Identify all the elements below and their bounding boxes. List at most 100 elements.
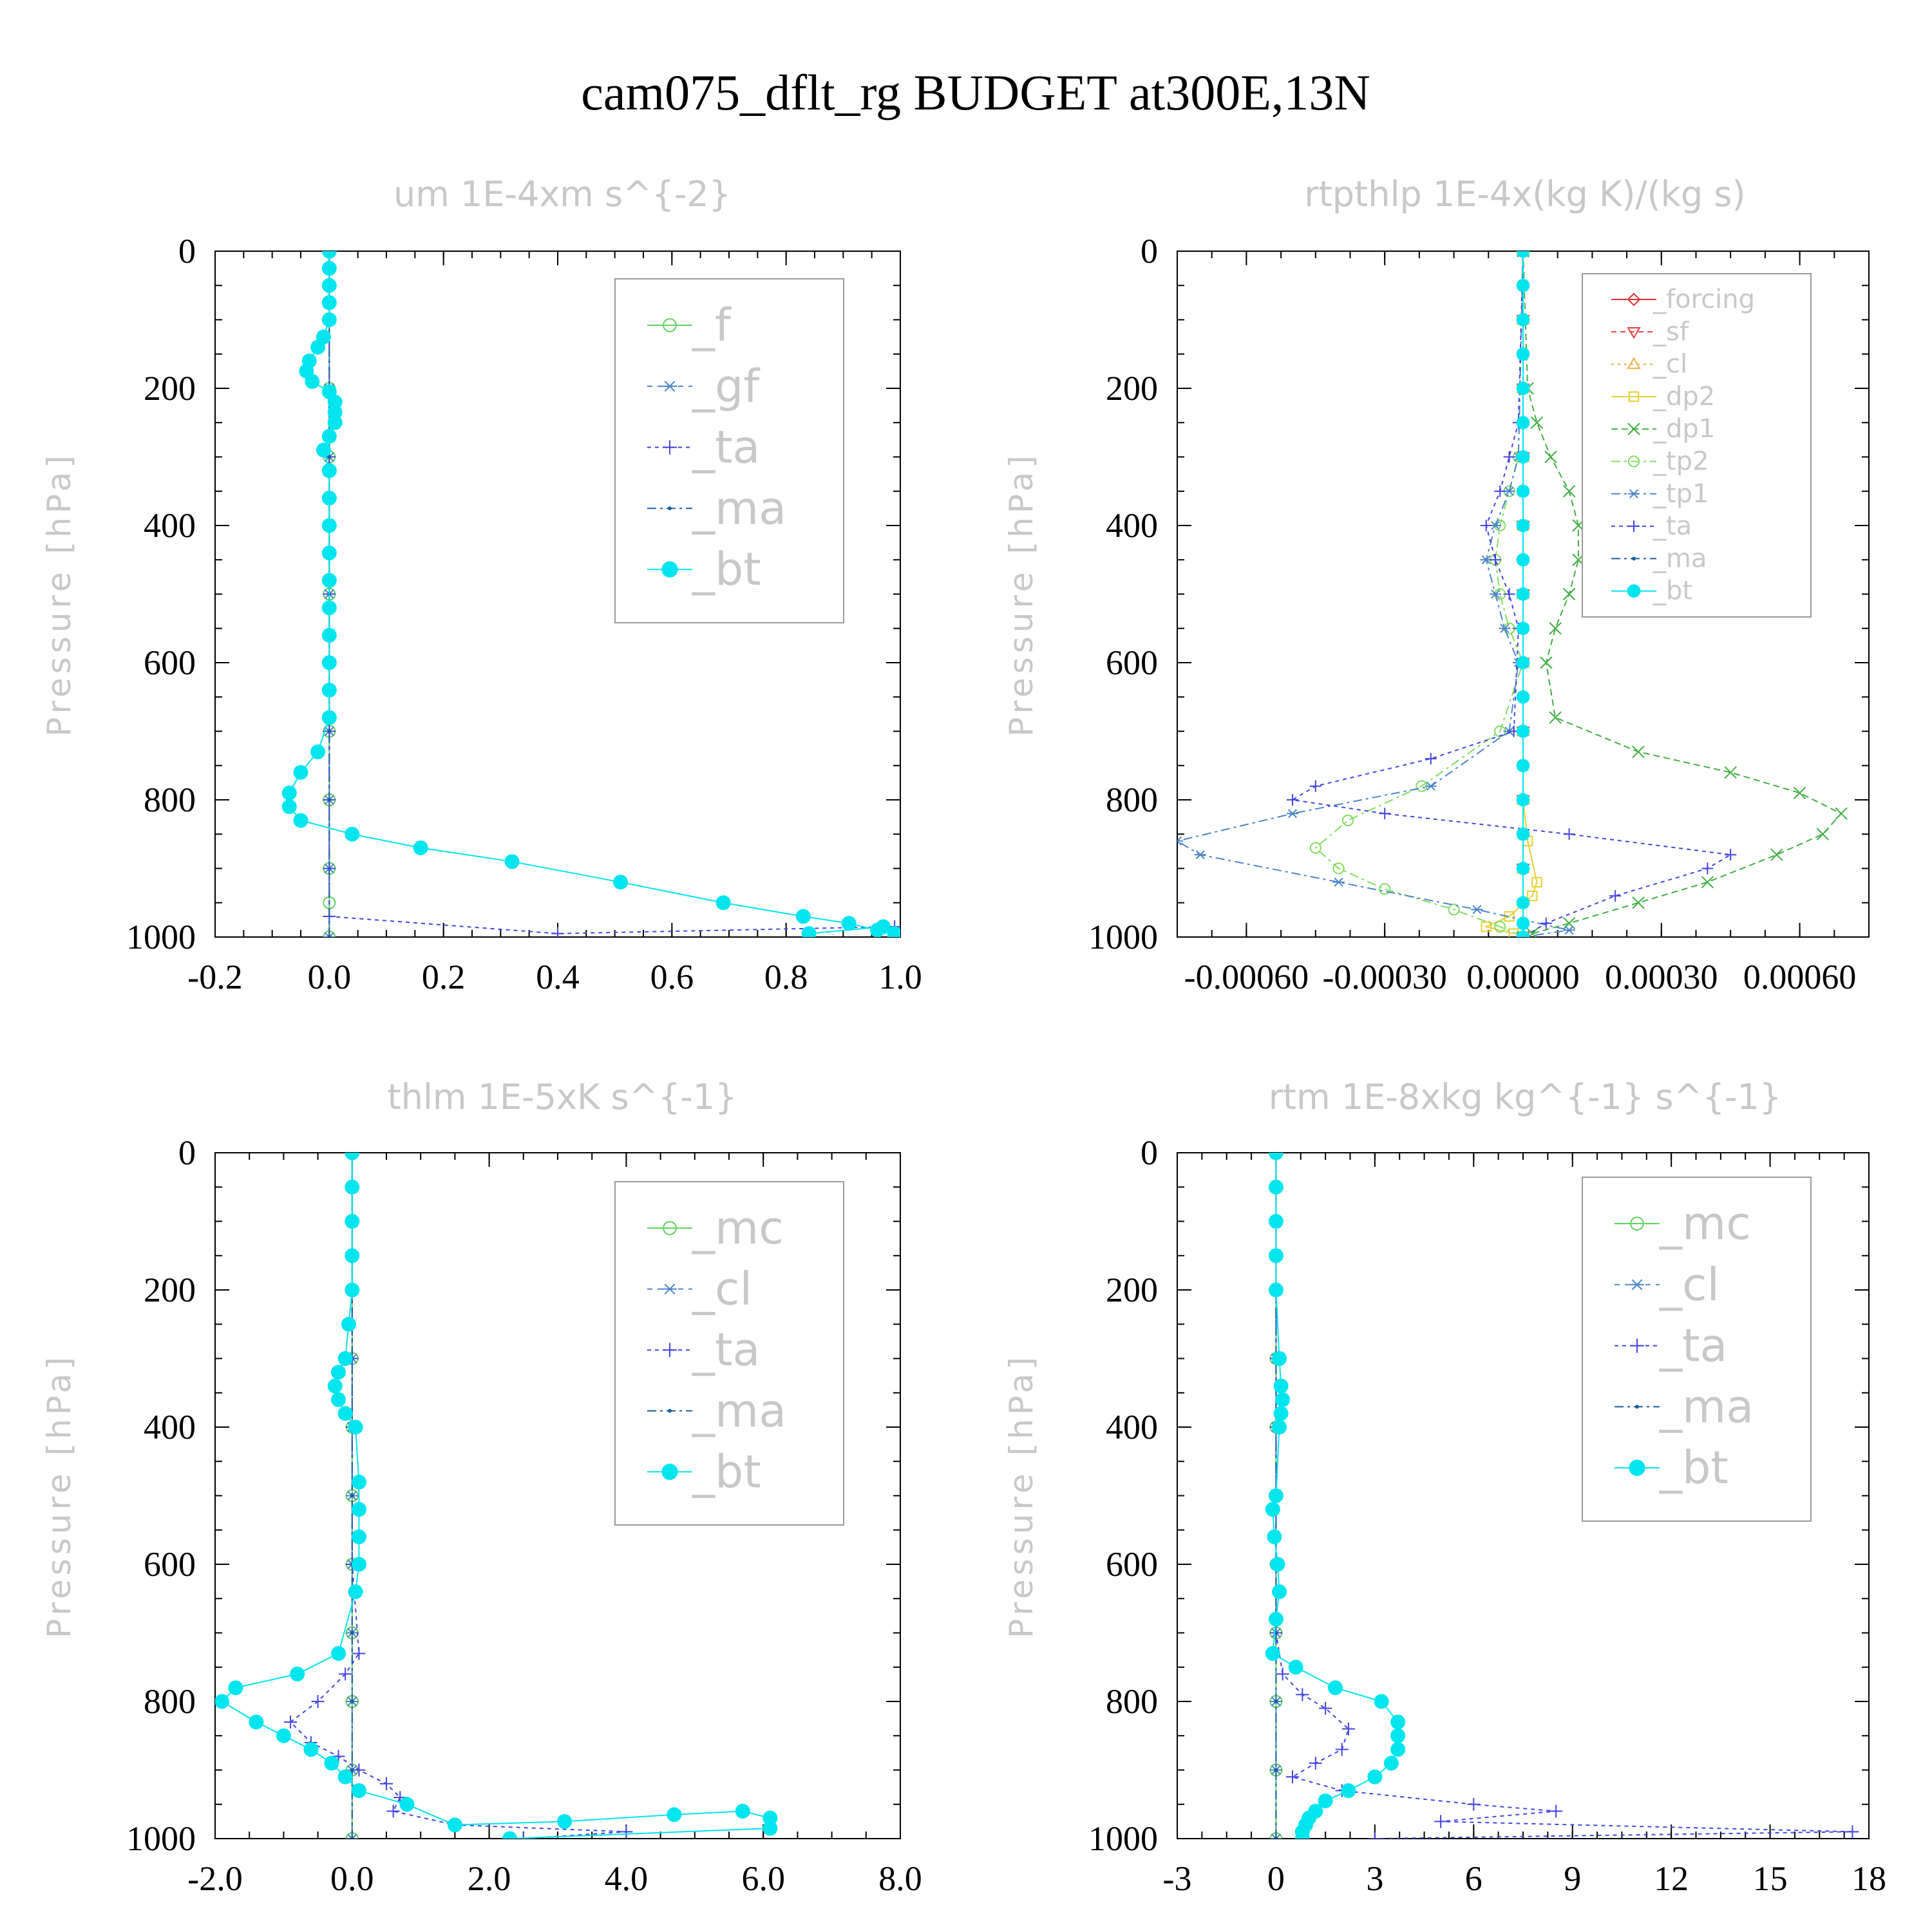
series-bt bbox=[215, 1153, 778, 1839]
legend-marker-point bbox=[1627, 357, 1641, 369]
legend-item-sf: _sf bbox=[1611, 317, 1689, 346]
legend-label: _ma bbox=[1659, 1380, 1754, 1433]
series-ta bbox=[284, 1153, 633, 1839]
series-ta-point bbox=[311, 1695, 325, 1708]
series-tp1-point bbox=[1425, 781, 1437, 791]
x-tick-label: 12 bbox=[1654, 1859, 1689, 1898]
legend-marker-point bbox=[1628, 489, 1640, 498]
series-bt-point bbox=[1265, 1645, 1280, 1661]
panel-rtpthlp: rtpthlp 1E-4x(kg K)/(kg s) Pressure [hPa… bbox=[1003, 174, 1870, 996]
series-ma-point bbox=[350, 1493, 354, 1498]
legend: _forcing _sf _cl _dp2_dp1_tp2_tp1_ta _ma _bt bbox=[1582, 273, 1812, 618]
series-ma-point bbox=[350, 1837, 354, 1839]
series-bt-point bbox=[345, 1282, 360, 1298]
series-ta-point bbox=[1609, 890, 1622, 902]
legend-item-cl: _cl bbox=[1615, 1258, 1719, 1311]
series-bt-point bbox=[557, 1814, 573, 1829]
series-bt-point bbox=[321, 545, 337, 561]
legend-item-ta: _ta bbox=[647, 421, 760, 474]
series-ma-point bbox=[1274, 1700, 1278, 1703]
series-bt-point bbox=[1516, 930, 1530, 937]
series-bt-point bbox=[1268, 1488, 1283, 1503]
y-tick-label: 800 bbox=[144, 1682, 196, 1721]
series-bt-point bbox=[321, 261, 337, 276]
y-tick-label: 800 bbox=[144, 781, 196, 819]
series-bt-point bbox=[321, 710, 337, 725]
series-bt-point bbox=[327, 415, 343, 430]
y-tick-label: 600 bbox=[1106, 643, 1158, 682]
series-dp1-point bbox=[1540, 656, 1553, 669]
series-ma-point bbox=[1274, 1837, 1278, 1839]
series-bt-point bbox=[667, 1807, 682, 1823]
series-bt-point bbox=[1516, 415, 1530, 430]
series-bt-point bbox=[337, 1351, 353, 1366]
y-tick-label: 600 bbox=[144, 1545, 196, 1584]
series-bt-point bbox=[1516, 896, 1530, 910]
series-ta-point bbox=[352, 1763, 366, 1777]
series-bt-point bbox=[1272, 1419, 1287, 1435]
series-bt-point bbox=[1272, 1584, 1287, 1600]
series-tp2-point bbox=[1332, 862, 1345, 875]
series-tp2-point bbox=[1379, 883, 1391, 895]
series-bt-point bbox=[351, 1474, 366, 1490]
series-tp1-point bbox=[1563, 925, 1575, 935]
y-tick-label: 200 bbox=[1106, 369, 1158, 408]
legend-label: _sf bbox=[1653, 317, 1689, 346]
series-bt-point bbox=[1516, 381, 1530, 395]
legend-label: _ta bbox=[1659, 1320, 1727, 1372]
series-dp1-point bbox=[1724, 766, 1737, 779]
legend-label: _mc bbox=[1659, 1197, 1751, 1250]
series-bt-point bbox=[327, 1378, 343, 1394]
series-bt-point bbox=[341, 1316, 356, 1332]
legend-label: _tp2 bbox=[1653, 447, 1709, 477]
series-bt-point bbox=[801, 926, 817, 937]
series-dp1-point bbox=[1632, 745, 1645, 759]
series-bt-point bbox=[1516, 313, 1530, 327]
series-bt-point bbox=[1268, 1611, 1283, 1627]
series-ta-point bbox=[1309, 1756, 1322, 1770]
legend-item-cl: _cl bbox=[1611, 350, 1687, 379]
panel-title: rtpthlp 1E-4x(kg K)/(kg s) bbox=[1304, 174, 1745, 214]
series-bt-point bbox=[303, 1742, 319, 1757]
legend-label: _gf bbox=[692, 360, 760, 413]
legend-item-bt: _bt bbox=[647, 1445, 761, 1498]
legend: _f _gf _ta _ma _bt bbox=[614, 278, 844, 623]
series-bt-point bbox=[1367, 1769, 1383, 1785]
legend-marker-point bbox=[668, 506, 672, 511]
series-bt-point bbox=[1383, 1756, 1399, 1771]
series-dp1-point bbox=[1770, 848, 1783, 861]
series-bt-point bbox=[321, 429, 337, 444]
series-bt-point bbox=[316, 442, 331, 458]
series-dp1-point bbox=[1835, 807, 1848, 820]
series-ta-point bbox=[1503, 588, 1515, 600]
legend-item-forcing: _forcing bbox=[1611, 285, 1755, 314]
series-ma-point bbox=[350, 1768, 354, 1772]
legend-marker-point bbox=[1628, 391, 1640, 402]
series-ta-point bbox=[1563, 828, 1575, 840]
series-bt-point bbox=[1273, 1378, 1289, 1394]
series-bt-point bbox=[281, 785, 297, 800]
legend-marker-point bbox=[661, 561, 678, 578]
x-tick-label: -0.00030 bbox=[1322, 958, 1446, 996]
plot-area bbox=[215, 1153, 778, 1839]
legend-item-bt: _bt bbox=[1611, 576, 1692, 606]
series-dp1-point bbox=[1701, 876, 1714, 889]
series-bt-point bbox=[321, 278, 337, 293]
series-ta-point bbox=[1434, 1815, 1448, 1828]
series-ta-point bbox=[1549, 1804, 1563, 1818]
legend-item-bt: _bt bbox=[647, 543, 761, 596]
figure-title: cam075_dflt_rg BUDGET at300E,13N bbox=[581, 64, 1370, 120]
series-ta-point bbox=[1368, 1832, 1381, 1839]
series-bt-point bbox=[290, 1666, 305, 1681]
plot-area bbox=[281, 251, 900, 937]
series-ta-point bbox=[1494, 485, 1506, 497]
series-dp1-point bbox=[1526, 927, 1539, 937]
legend-item-bt: _bt bbox=[1615, 1441, 1728, 1494]
y-tick-label: 200 bbox=[144, 1271, 196, 1309]
series-dp1-line bbox=[1522, 251, 1842, 937]
series-ta-point bbox=[551, 927, 564, 937]
series-bt-point bbox=[1516, 621, 1530, 636]
legend-label: _cl bbox=[1653, 350, 1687, 379]
legend-marker-point bbox=[1629, 1459, 1645, 1476]
